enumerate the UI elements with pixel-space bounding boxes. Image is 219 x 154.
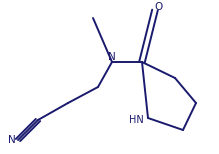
Text: O: O — [154, 2, 162, 12]
Text: N: N — [108, 52, 116, 62]
Text: N: N — [8, 135, 16, 145]
Text: HN: HN — [129, 115, 143, 125]
